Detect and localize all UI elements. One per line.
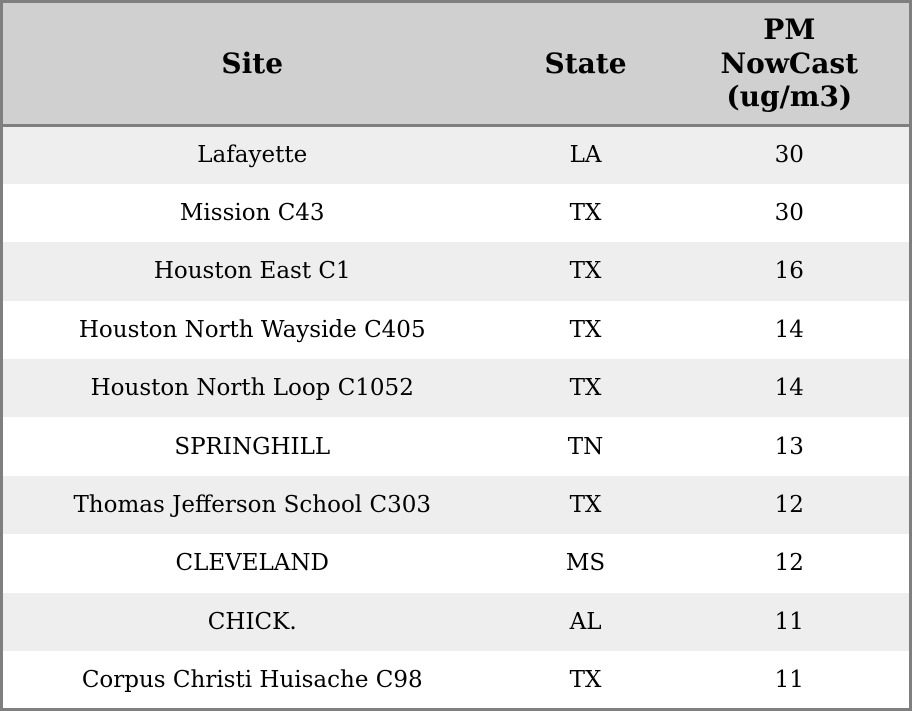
cell-state: TX xyxy=(569,258,602,285)
cell-pm-nowcast: 30 xyxy=(774,142,804,169)
table-header: Site State PM NowCast (ug/m3) xyxy=(1,1,911,127)
cell-state: MS xyxy=(565,550,606,577)
cell-pm-nowcast: 14 xyxy=(774,375,804,402)
cell-pm-nowcast: 14 xyxy=(774,316,804,343)
cell-state: TX xyxy=(569,316,602,343)
cell-state: LA xyxy=(569,142,602,169)
table-row: Mission C43 TX 30 xyxy=(1,183,911,243)
cell-site: Houston North Wayside C405 xyxy=(78,316,426,343)
col-header-pm-nowcast: PM NowCast (ug/m3) xyxy=(669,1,911,127)
cell-state: TX xyxy=(569,375,602,402)
table-row: SPRINGHILL TN 13 xyxy=(1,417,911,476)
header-row: Site State PM NowCast (ug/m3) xyxy=(1,1,911,127)
cell-state: TX xyxy=(569,200,602,227)
cell-site: Mission C43 xyxy=(179,200,325,227)
cell-site: SPRINGHILL xyxy=(174,433,331,460)
col-header-state: State xyxy=(501,1,670,127)
cell-pm-nowcast: 13 xyxy=(774,433,804,460)
table-row: Corpus Christi Huisache C98 TX 11 xyxy=(1,651,911,710)
cell-site: Houston East C1 xyxy=(153,258,351,285)
cell-site: Corpus Christi Huisache C98 xyxy=(81,666,423,693)
table-row: Houston North Wayside C405 TX 14 xyxy=(1,300,911,360)
table-row: Thomas Jefferson School C303 TX 12 xyxy=(1,475,911,535)
cell-site: CHICK. xyxy=(207,608,297,635)
cell-state: TX xyxy=(569,666,602,693)
cell-state: AL xyxy=(569,608,602,635)
table-row: Houston North Loop C1052 TX 14 xyxy=(1,359,911,418)
cell-pm-nowcast: 30 xyxy=(774,200,804,227)
cell-site: Houston North Loop C1052 xyxy=(90,375,414,402)
table-row: CLEVELAND MS 12 xyxy=(1,534,911,593)
table-body: Lafayette LA 30 Mission C43 TX 30 Houston East… xyxy=(1,125,911,710)
cell-site: Thomas Jefferson School C303 xyxy=(73,492,431,519)
table-row: Lafayette LA 30 xyxy=(1,125,911,184)
table-row: Houston East C1 TX 16 xyxy=(1,242,911,301)
cell-pm-nowcast: 12 xyxy=(774,550,804,577)
cell-pm-nowcast: 12 xyxy=(774,492,804,519)
cell-pm-nowcast: 16 xyxy=(774,258,804,285)
cell-pm-nowcast: 11 xyxy=(774,608,804,635)
table-row: CHICK. AL 11 xyxy=(1,592,911,652)
cell-state: TX xyxy=(569,492,602,519)
cell-site: CLEVELAND xyxy=(175,550,329,577)
cell-site: Lafayette xyxy=(197,142,308,169)
col-header-site: Site xyxy=(1,1,502,127)
cell-state: TN xyxy=(567,433,604,460)
cell-pm-nowcast: 11 xyxy=(774,666,804,693)
